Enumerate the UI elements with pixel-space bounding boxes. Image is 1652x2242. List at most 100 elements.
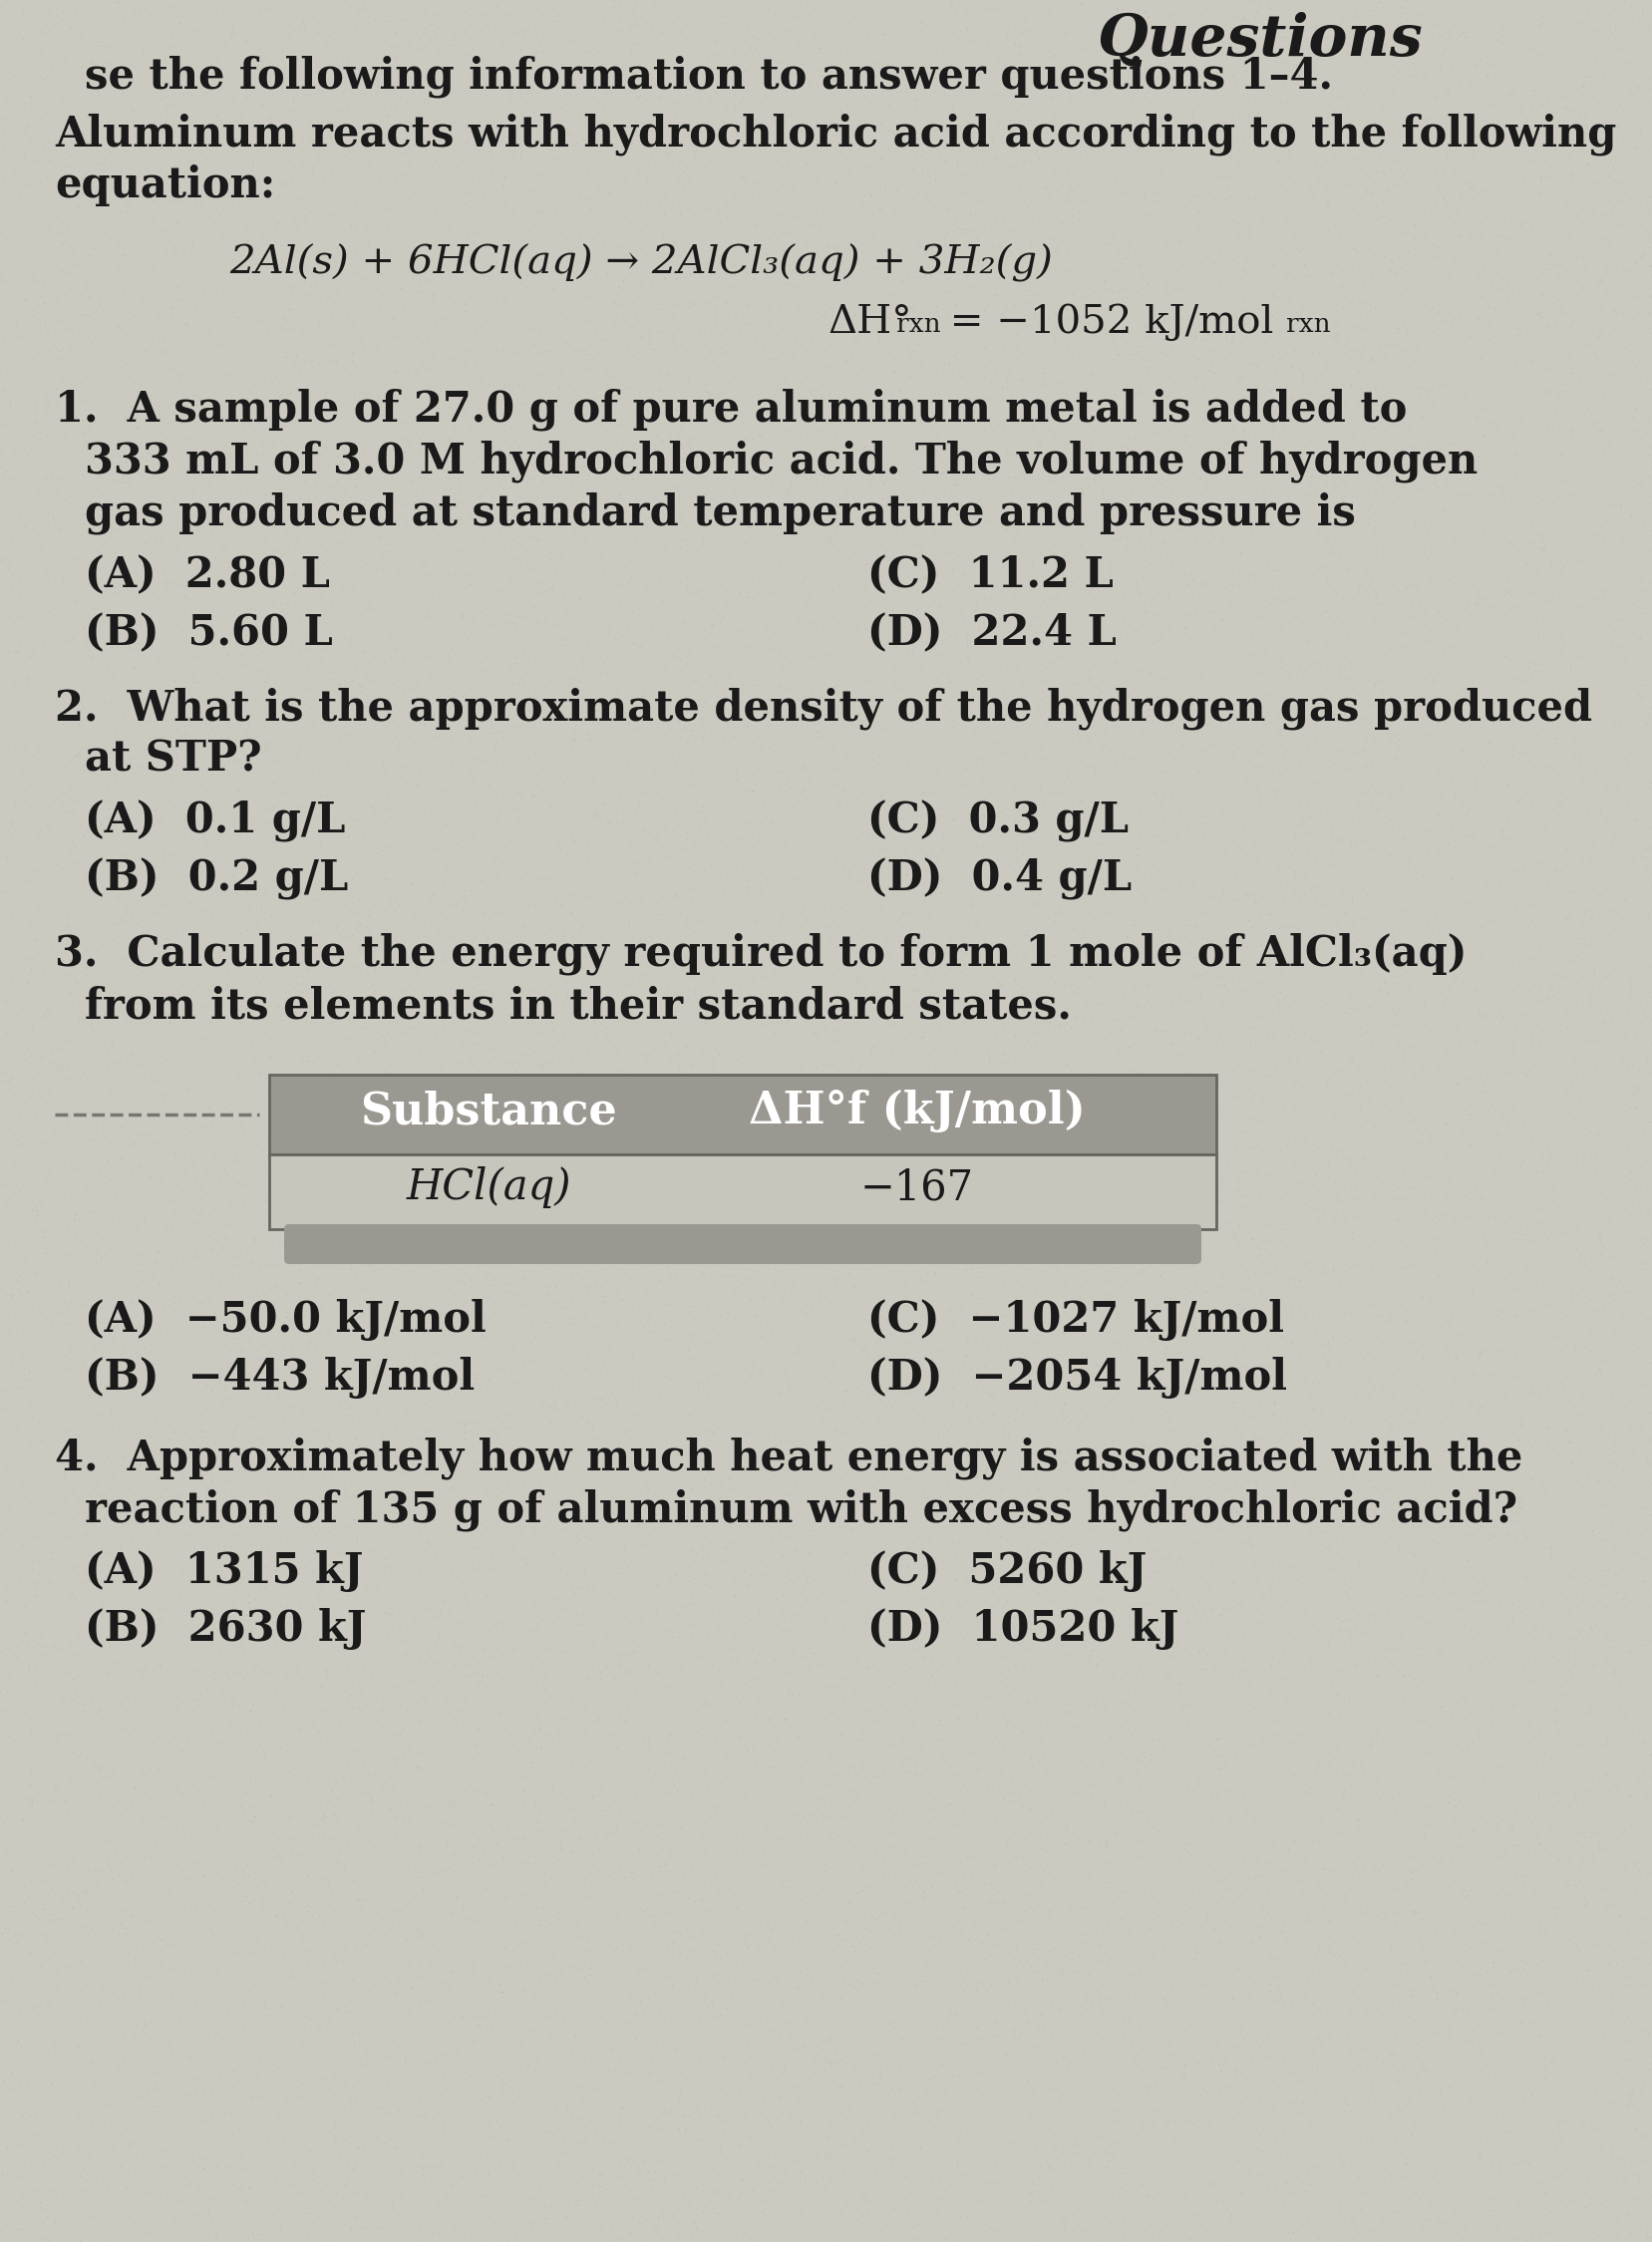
Point bbox=[942, 800, 968, 836]
Point bbox=[339, 1924, 365, 1960]
Point bbox=[1042, 2161, 1069, 2197]
Point bbox=[1074, 314, 1100, 350]
Point bbox=[1151, 303, 1178, 339]
Point bbox=[1006, 36, 1032, 72]
Point bbox=[646, 1298, 672, 1334]
Point bbox=[45, 1049, 71, 1085]
Point bbox=[1442, 1157, 1469, 1193]
Point bbox=[1500, 0, 1526, 34]
Point bbox=[1371, 206, 1398, 242]
Point bbox=[973, 993, 999, 1029]
Point bbox=[1472, 58, 1498, 94]
Point bbox=[253, 1327, 279, 1363]
Point bbox=[1378, 1502, 1404, 1538]
Point bbox=[294, 1433, 320, 1469]
Point bbox=[1561, 1960, 1588, 1995]
Point bbox=[396, 2164, 423, 2199]
Point bbox=[1627, 1262, 1652, 1298]
Point bbox=[17, 1457, 43, 1493]
Point bbox=[776, 1316, 803, 1352]
Point bbox=[1270, 1211, 1297, 1247]
Point bbox=[588, 706, 615, 742]
Point bbox=[327, 1081, 354, 1117]
Point bbox=[362, 1603, 388, 1639]
Point bbox=[441, 0, 468, 20]
Point bbox=[1199, 1464, 1226, 1500]
Point bbox=[1113, 381, 1140, 417]
Point bbox=[345, 240, 372, 276]
Point bbox=[1315, 87, 1341, 123]
Point bbox=[740, 193, 767, 229]
Point bbox=[1246, 668, 1272, 704]
Point bbox=[1576, 38, 1602, 74]
Point bbox=[798, 1668, 824, 1704]
Point bbox=[686, 1372, 712, 1408]
Point bbox=[421, 318, 448, 354]
Point bbox=[73, 930, 99, 966]
Point bbox=[1348, 1164, 1374, 1199]
Point bbox=[296, 1946, 322, 1982]
Point bbox=[1218, 1565, 1244, 1601]
Point bbox=[1133, 114, 1160, 150]
Point bbox=[1388, 740, 1414, 776]
Point bbox=[393, 1399, 420, 1435]
Point bbox=[382, 1065, 408, 1101]
Point bbox=[302, 462, 329, 498]
Point bbox=[406, 1984, 433, 2020]
Point bbox=[296, 859, 322, 895]
Point bbox=[463, 1072, 489, 1108]
Point bbox=[216, 708, 243, 744]
Point bbox=[1401, 1538, 1427, 1574]
Point bbox=[107, 1177, 134, 1213]
Point bbox=[646, 1874, 672, 1910]
Point bbox=[1019, 2172, 1046, 2208]
Point bbox=[17, 1390, 43, 1426]
Point bbox=[519, 558, 545, 594]
Point bbox=[836, 1148, 862, 1184]
Point bbox=[425, 751, 451, 787]
Point bbox=[183, 1469, 210, 1504]
Point bbox=[1150, 924, 1176, 960]
Point bbox=[1090, 652, 1117, 688]
Point bbox=[676, 767, 702, 803]
Point bbox=[615, 11, 641, 47]
Point bbox=[588, 953, 615, 989]
Point bbox=[281, 1655, 307, 1690]
Point bbox=[94, 480, 121, 516]
Point bbox=[1191, 1937, 1218, 1973]
Point bbox=[1315, 879, 1341, 915]
Point bbox=[420, 61, 446, 96]
Point bbox=[249, 1049, 276, 1085]
Point bbox=[1019, 1114, 1046, 1150]
Point bbox=[524, 300, 550, 336]
Point bbox=[953, 356, 980, 392]
Point bbox=[722, 1643, 748, 1679]
Point bbox=[1130, 175, 1156, 211]
Point bbox=[1551, 188, 1578, 224]
Point bbox=[335, 27, 362, 63]
Point bbox=[1345, 294, 1371, 330]
Point bbox=[210, 1110, 236, 1146]
Point bbox=[806, 1673, 833, 1708]
Point bbox=[203, 1291, 230, 1327]
Point bbox=[1495, 1321, 1521, 1356]
Point bbox=[456, 989, 482, 1025]
Point bbox=[1070, 1009, 1097, 1045]
Point bbox=[1226, 706, 1252, 742]
Point bbox=[519, 1888, 545, 1924]
Point bbox=[925, 1924, 952, 1960]
Point bbox=[861, 2220, 887, 2242]
Point bbox=[1108, 1874, 1135, 1910]
Point bbox=[20, 1484, 46, 1520]
Point bbox=[106, 1406, 132, 1442]
Point bbox=[945, 498, 971, 534]
Point bbox=[1412, 22, 1439, 58]
Point bbox=[1105, 1720, 1132, 1755]
Point bbox=[811, 233, 838, 269]
Point bbox=[416, 370, 443, 406]
Point bbox=[710, 312, 737, 348]
Point bbox=[1084, 926, 1110, 962]
Point bbox=[1614, 1473, 1640, 1509]
Point bbox=[15, 861, 41, 897]
Point bbox=[195, 132, 221, 168]
